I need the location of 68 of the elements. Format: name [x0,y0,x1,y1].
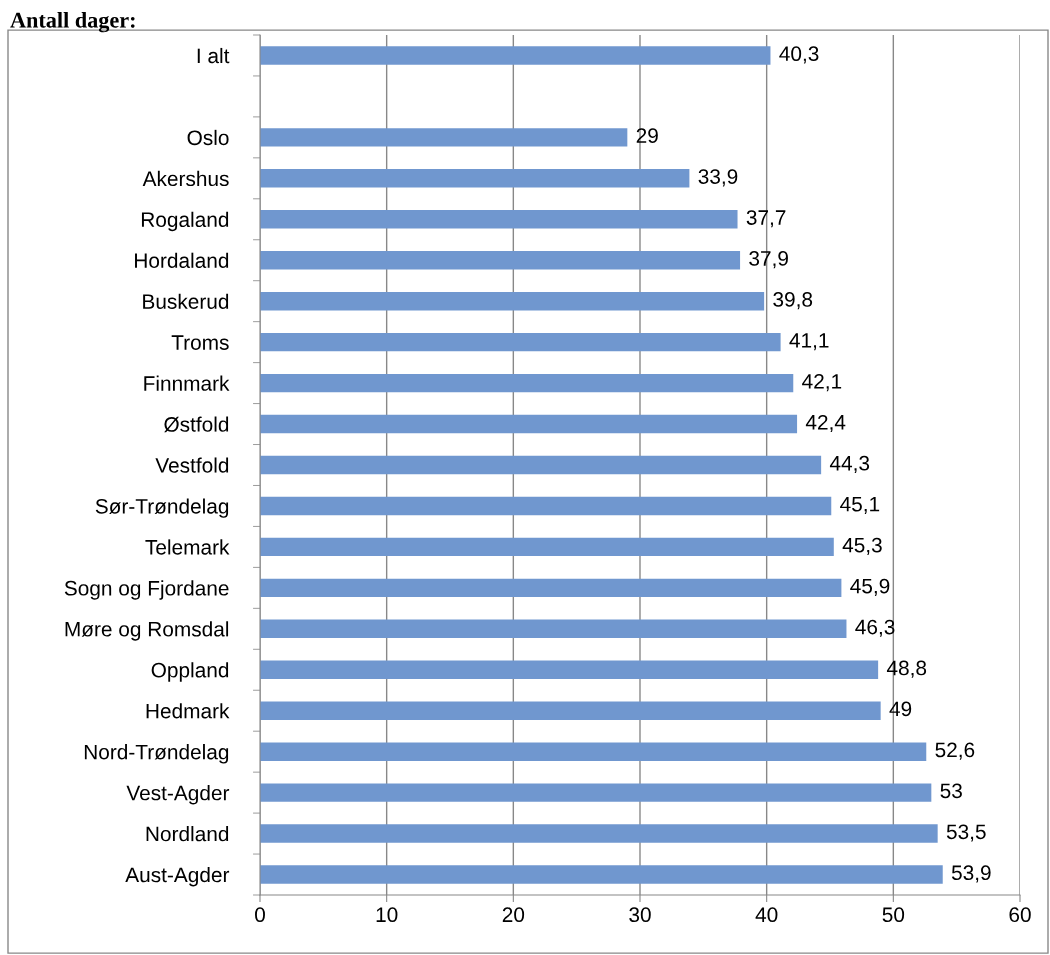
data-label: 49 [889,701,912,717]
data-label: 41,1 [789,333,829,351]
y-tick-label: Oppland [151,662,229,682]
x-tick-label: 0 [255,907,265,923]
data-label: 45,1 [840,497,880,515]
y-tick-label: Akershus [142,170,229,187]
data-label: 37,9 [749,251,788,269]
y-tick-label: Vest-Agder [126,785,230,805]
y-tick-label: I alt [197,47,230,64]
x-tick-label: 40 [755,907,778,923]
y-tick-label: Østfold [164,416,229,433]
data-label: 48,8 [886,660,927,678]
x-tick-label: 30 [629,907,651,923]
bar [260,46,771,65]
bar [260,332,781,352]
y-tick-label: Buskerud [143,293,229,309]
data-label: 44,3 [829,455,870,474]
y-tick-label: Hedmark [146,703,230,719]
bar [260,169,690,188]
bar [260,742,927,761]
y-tick-label: Oslo [187,129,229,146]
y-tick-label: Vestfold [155,457,229,473]
bar [260,373,794,393]
bar [260,128,628,147]
bar [260,251,741,270]
bar [260,578,842,598]
data-label: 45,9 [850,578,890,596]
x-tick-label: 60 [1009,907,1031,923]
bar [260,455,822,475]
bar [260,291,765,311]
y-tick-label: Sogn og Fjordane [64,580,229,600]
text: Antall dager: [10,12,135,33]
data-label: 53,5 [946,824,986,842]
data-label: 53,9 [951,865,991,883]
data-label: 53 [940,783,962,799]
data-label: 42,1 [802,373,842,392]
data-label: 33,9 [698,169,738,187]
y-tick-label: Møre og Romsdal [65,621,229,641]
data-label: 45,3 [842,537,882,555]
y-tick-label: Aust-Agder [125,866,230,887]
bar [260,414,798,434]
x-tick-label: 50 [882,907,905,923]
bar [260,824,938,843]
y-tick-label: Finnmark [144,375,230,391]
bar [260,660,879,679]
bar [260,783,932,802]
data-label: 37,7 [746,210,786,228]
bar [260,537,834,557]
x-tick-label: 10 [376,907,398,923]
data-label: 52,6 [935,742,975,760]
data-label: 46,3 [855,619,895,637]
y-tick-label: Nord-Trøndelag [84,744,229,764]
y-tick-label: Hordaland [135,252,229,268]
bar [260,865,943,884]
y-tick-label: Telemark [145,539,230,555]
data-label: 39,8 [773,292,813,310]
y-tick-label: Rogaland [141,211,229,232]
data-label: 29 [636,128,658,143]
data-label: 40,3 [779,46,819,64]
bar [260,210,738,229]
y-tick-label: Troms [171,335,229,350]
bar [260,496,832,516]
x-tick-label: 20 [502,907,525,923]
data-label: 42,4 [805,414,846,433]
bar [260,619,847,639]
y-tick-label: Nordland [146,826,229,842]
bar [260,701,881,720]
y-tick-label: Sør-Trøndelag [95,498,229,518]
